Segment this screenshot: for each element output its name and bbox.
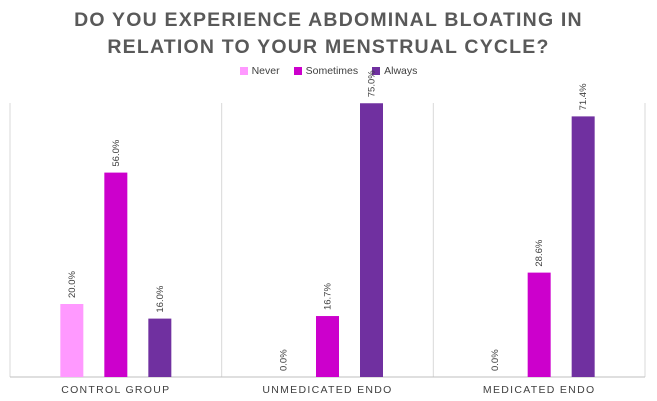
legend-swatch-never bbox=[239, 67, 248, 75]
bar-sometimes-control-group bbox=[104, 172, 128, 377]
data-label-never-control-group: 20.0% bbox=[67, 271, 78, 298]
chart-title-line-1: DO YOU EXPERIENCE ABDOMINAL BLOATING IN bbox=[74, 9, 583, 31]
data-label-sometimes-control-group: 56.0% bbox=[111, 139, 122, 166]
legend-label-never: Never bbox=[251, 65, 280, 77]
bar-always-medicated-endo bbox=[571, 116, 595, 377]
data-label-always-control-group: 16.0% bbox=[155, 285, 166, 312]
legend-label-always: Always bbox=[384, 65, 418, 77]
data-label-always-unmedicated-endo: 75.0% bbox=[367, 70, 378, 97]
legend-swatch-always bbox=[372, 67, 381, 75]
data-label-never-unmedicated-endo: 0.0% bbox=[279, 349, 290, 371]
data-label-always-medicated-endo: 71.4% bbox=[578, 83, 589, 110]
x-tick-label-medicated-endo: MEDICATED ENDO bbox=[483, 384, 596, 396]
legend-label-sometimes: Sometimes bbox=[305, 65, 359, 77]
bar-always-unmedicated-endo bbox=[360, 103, 383, 377]
legend-item-sometimes: Sometimes bbox=[293, 65, 359, 77]
chart-title-line-2: RELATION TO YOUR MENSTRUAL CYCLE? bbox=[107, 36, 550, 58]
legend-swatch-sometimes bbox=[293, 67, 302, 75]
bar-sometimes-medicated-endo bbox=[527, 272, 551, 377]
data-label-sometimes-unmedicated-endo: 16.7% bbox=[323, 283, 334, 310]
legend: Never Sometimes Always bbox=[0, 65, 657, 77]
x-tick-label-control-group: CONTROL GROUP bbox=[61, 384, 170, 396]
x-tick-label-unmedicated-endo: UNMEDICATED ENDO bbox=[262, 384, 392, 396]
bar-always-control-group bbox=[148, 318, 172, 377]
legend-item-never: Never bbox=[239, 65, 280, 77]
bar-never-control-group bbox=[60, 304, 84, 377]
data-label-never-medicated-endo: 0.0% bbox=[490, 349, 501, 371]
bar-sometimes-unmedicated-endo bbox=[316, 316, 339, 377]
data-label-sometimes-medicated-endo: 28.6% bbox=[534, 239, 545, 266]
legend-item-always: Always bbox=[372, 65, 417, 77]
